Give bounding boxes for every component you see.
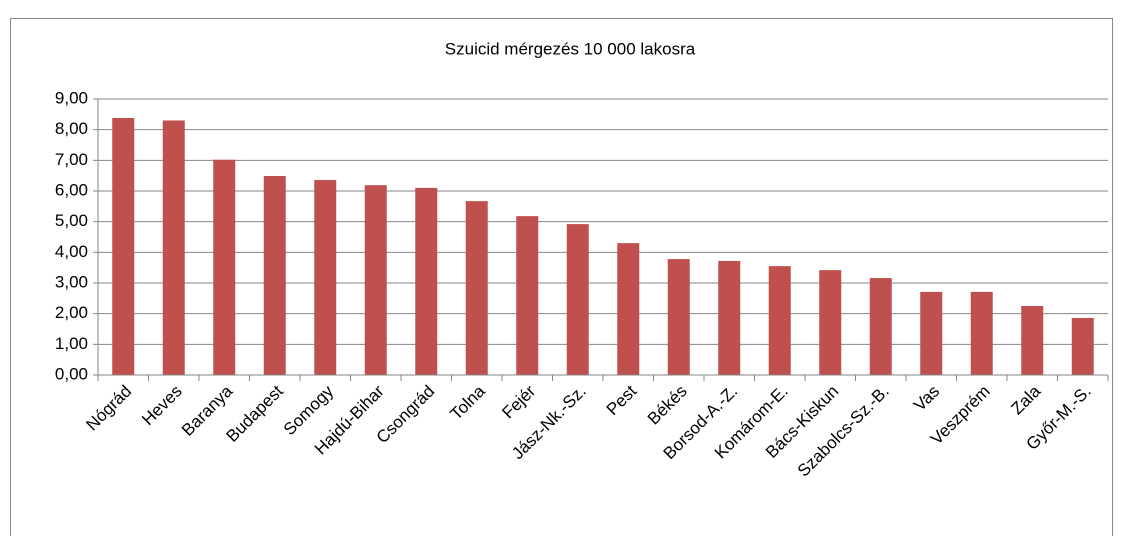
- y-tick-label: 5,00: [55, 211, 88, 230]
- bar: [465, 201, 488, 375]
- bar: [263, 175, 286, 375]
- y-tick-label: 8,00: [55, 119, 88, 138]
- bar: [213, 159, 236, 375]
- y-tick-label: 6,00: [55, 180, 88, 199]
- bar: [314, 179, 337, 375]
- y-tick-label: 2,00: [55, 303, 88, 322]
- bar: [869, 278, 892, 375]
- bar: [112, 118, 135, 375]
- bar: [617, 243, 640, 375]
- bar: [718, 260, 741, 375]
- y-tick-label: 7,00: [55, 150, 88, 169]
- bar: [768, 266, 791, 375]
- bar: [162, 120, 185, 375]
- y-tick-label: 0,00: [55, 364, 88, 383]
- bar: [415, 187, 438, 375]
- bar: [819, 270, 842, 375]
- bar: [920, 291, 943, 375]
- bar: [970, 291, 993, 375]
- bar: [516, 216, 539, 375]
- chart-title: Szuicid mérgezés 10 000 lakosra: [445, 39, 696, 58]
- y-tick-label: 3,00: [55, 272, 88, 291]
- bar: [1071, 317, 1094, 375]
- bar: [667, 259, 690, 375]
- y-tick-label: 4,00: [55, 242, 88, 261]
- y-tick-label: 1,00: [55, 334, 88, 353]
- bar: [1021, 306, 1044, 375]
- bar: [566, 224, 589, 375]
- chart-frame: [10, 18, 1113, 536]
- y-tick-label: 9,00: [55, 88, 88, 107]
- bar: [364, 185, 387, 375]
